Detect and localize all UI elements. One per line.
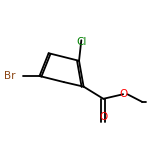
Text: Br: Br (4, 71, 15, 81)
Text: O: O (119, 89, 127, 99)
Text: O: O (99, 112, 107, 122)
Text: Cl: Cl (76, 37, 86, 47)
